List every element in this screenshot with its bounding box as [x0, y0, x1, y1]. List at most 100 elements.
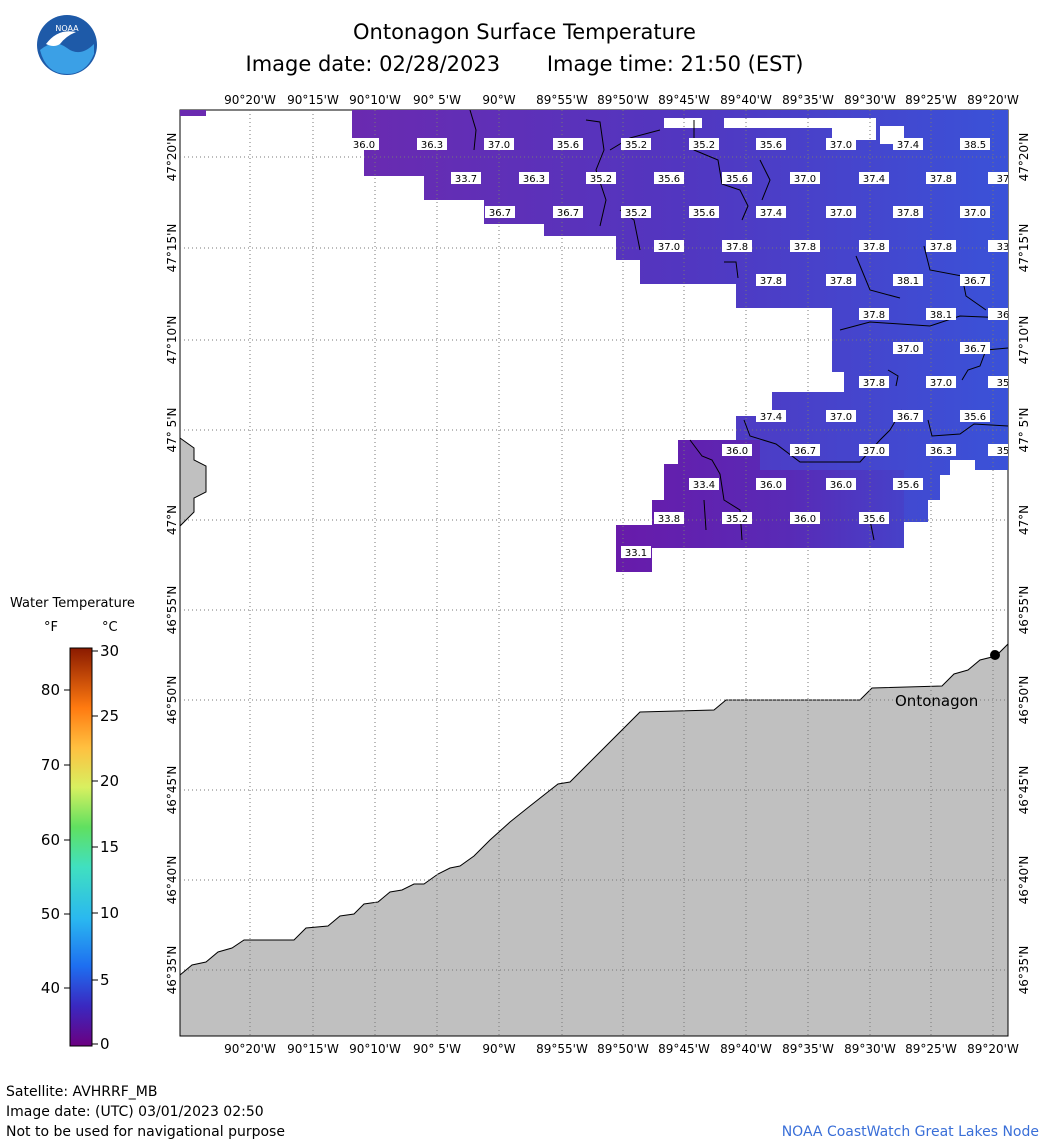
lat-label: 47°10'N [1017, 316, 1031, 365]
lat-label: 46°50'N [165, 676, 179, 725]
lon-label: 90° 5'W [413, 93, 461, 107]
cloud-gap [832, 118, 876, 140]
noaa-logo: NOAA [37, 15, 97, 75]
temp-label-box [988, 240, 1008, 252]
image-time: Image time: 21:50 (EST) [546, 52, 804, 76]
temp-label: 36.0 [726, 446, 748, 457]
water-north-region [352, 110, 1008, 572]
lon-label: 89°40'W [720, 93, 772, 107]
legend-colorbar [69, 647, 93, 1047]
lon-label: 90°10'W [349, 93, 401, 107]
temp-label: 37.0 [964, 208, 986, 219]
lon-label: 89°45'W [658, 1042, 710, 1056]
temp-label-box [621, 546, 651, 558]
lat-label: 47°15'N [1017, 224, 1031, 273]
temp-label-box [484, 138, 514, 150]
cloud-gap [724, 118, 832, 128]
temp-label-box [790, 172, 820, 184]
temp-label: 37.8 [830, 276, 852, 287]
temp-label: 35.2 [726, 514, 748, 525]
lon-label: 89°50'W [597, 93, 649, 107]
water-fragment [180, 110, 206, 116]
temp-label: 37.8 [930, 242, 952, 253]
temp-label: 36.7 [489, 208, 511, 219]
temperature-labels: 36.0 36.3 37.0 35.6 35.2 35.2 35.6 37.0 37.4 38.5… [349, 138, 1009, 559]
latitude-labels-left: 47°20'N 47°15'N 47°10'N 47° 5'N 47°N 46°55'N 4… [165, 133, 179, 995]
legend-f-tick: 80 [41, 681, 60, 699]
temp-label-box [621, 138, 651, 150]
temp-label-box [756, 410, 786, 422]
temp-label-box [960, 342, 990, 354]
temp-label-box [654, 240, 684, 252]
lon-label: 90°15'W [287, 1042, 339, 1056]
temp-label-box [417, 138, 447, 150]
temp-label: 37.8 [930, 174, 952, 185]
legend-f-tick: 70 [41, 756, 60, 774]
temp-label: 37.0 [930, 378, 952, 389]
lon-label: 90°W [482, 93, 515, 107]
lon-label: 89°40'W [720, 1042, 772, 1056]
temp-label: 33.4 [693, 480, 715, 491]
temp-label-box [790, 512, 820, 524]
legend-unit-c: °C [102, 620, 118, 635]
temp-label-box [689, 478, 719, 490]
temp-label-box [960, 410, 990, 422]
ontonagon-marker-icon [990, 650, 1000, 660]
lon-label: 89°45'W [658, 93, 710, 107]
lat-label: 46°55'N [1017, 586, 1031, 635]
legend-title: Water Temperature [10, 596, 135, 611]
lon-label: 90°10'W [349, 1042, 401, 1056]
temp-label-box [893, 342, 923, 354]
temp-label-box [893, 478, 923, 490]
lat-label: 46°50'N [1017, 676, 1031, 725]
temp-label: 37.4 [897, 140, 919, 151]
temp-label: 35.6 [863, 514, 885, 525]
temp-label-box [826, 410, 856, 422]
lon-label: 89°20'W [967, 93, 1019, 107]
temp-label-box [988, 172, 1008, 184]
lon-label: 89°55'W [536, 1042, 588, 1056]
temp-label: 36.3 [421, 140, 443, 151]
lat-label: 46°35'N [165, 946, 179, 995]
temp-label-box [790, 240, 820, 252]
temp-label: 37.8 [794, 242, 816, 253]
lat-label: 47°N [165, 505, 179, 535]
page-title: Ontonagon Surface Temperature [353, 20, 696, 44]
logo-text: NOAA [55, 24, 79, 33]
temp-label-box [519, 172, 549, 184]
temp-label-box [960, 138, 990, 150]
temp-label-box [586, 172, 616, 184]
temp-label-box [893, 410, 923, 422]
lon-label: 90°W [482, 1042, 515, 1056]
temp-label: 35 [997, 378, 1010, 389]
temp-label: 33.7 [455, 174, 477, 185]
lat-label: 46°55'N [165, 586, 179, 635]
temp-label: 38.1 [897, 276, 919, 287]
temp-label: 37.8 [863, 378, 885, 389]
temp-label: 36.3 [930, 446, 952, 457]
temp-label: 37.0 [488, 140, 510, 151]
temp-label-box [926, 308, 956, 320]
utc-date: Image date: (UTC) 03/01/2023 02:50 [6, 1104, 264, 1120]
temp-label-box [553, 206, 583, 218]
temp-label: 37.8 [760, 276, 782, 287]
temp-label-box [826, 138, 856, 150]
temp-label-box [893, 206, 923, 218]
temp-label-box [756, 206, 786, 218]
legend-c-tick: 0 [100, 1035, 110, 1053]
lat-label: 46°40'N [165, 856, 179, 905]
temp-label-box [790, 444, 820, 456]
legend-c-tick: 30 [100, 642, 119, 660]
lat-label: 47° 5'N [1017, 408, 1031, 453]
temp-label: 37.0 [830, 208, 852, 219]
temp-label-box [451, 172, 481, 184]
lon-label: 89°55'W [536, 93, 588, 107]
temp-label-box [722, 444, 752, 456]
legend-c-tick: 20 [100, 772, 119, 790]
disclaimer: Not to be used for navigational purpose [6, 1124, 285, 1140]
legend-unit-f: °F [44, 620, 58, 635]
temp-label: 36.0 [830, 480, 852, 491]
legend-f-tick: 40 [41, 979, 60, 997]
temp-label: 36.0 [794, 514, 816, 525]
